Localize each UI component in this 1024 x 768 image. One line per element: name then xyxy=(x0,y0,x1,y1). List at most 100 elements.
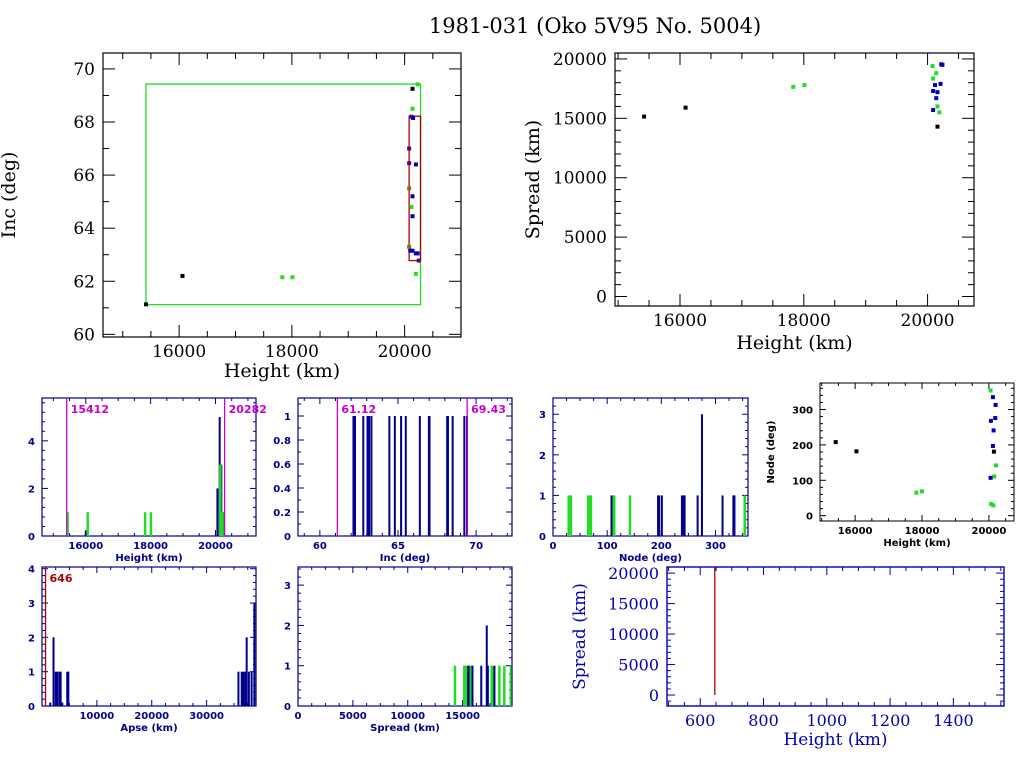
data-point xyxy=(934,96,939,101)
histogram-bar xyxy=(245,637,248,706)
plot-frame xyxy=(819,382,1015,522)
data-point xyxy=(990,395,995,400)
histogram-bar xyxy=(490,665,493,706)
histogram-bar xyxy=(511,665,512,706)
data-point xyxy=(833,440,838,445)
histogram-bar xyxy=(612,495,616,536)
histogram-bar xyxy=(240,671,243,706)
chart-spread-histogram: 0 5000 10000 15000 0 1 2 3 Spread (km) xyxy=(284,566,513,734)
data-point xyxy=(935,124,940,129)
histogram-bar xyxy=(404,416,407,536)
histogram-bar xyxy=(428,416,431,536)
y-tick-label: 62 xyxy=(73,272,95,292)
histogram-bar xyxy=(244,671,247,706)
x-tick-label: 18000 xyxy=(265,342,319,362)
data-point xyxy=(407,244,412,249)
histogram-bar xyxy=(216,488,219,536)
y-tick-label: 0.2 xyxy=(273,508,291,519)
data-point xyxy=(991,503,996,508)
data-point xyxy=(988,475,993,480)
histogram-bar xyxy=(680,495,683,536)
chart-spread-vs-height-low: 600 800 1000 1200 1400 0 5000 10000 15000 20000 He… xyxy=(570,564,1005,750)
y-tick-label: 1 xyxy=(539,491,546,502)
chart-inc-histogram: 60 65 70 0 0.2 0.4 0.6 0.8 1 Inc (deg) 61.12 69.43 xyxy=(273,397,513,564)
histogram-bar xyxy=(610,495,613,536)
histogram-bar xyxy=(589,495,593,536)
y-tick-label: 15000 xyxy=(608,595,659,614)
x-tick-label: 10000 xyxy=(79,711,114,722)
range-marker-label: 646 xyxy=(50,572,73,585)
y-tick-label: 20000 xyxy=(608,564,659,583)
data-point xyxy=(989,502,994,507)
chart-height-histogram: 16000 18000 20000 0 2 4 Height (km) 15412 20282 xyxy=(28,397,267,564)
histogram-bar xyxy=(354,416,357,536)
histogram-bar xyxy=(58,671,61,706)
y-tick-label: 2 xyxy=(28,484,35,495)
data-point xyxy=(415,82,420,87)
plot-frame xyxy=(614,52,975,307)
histogram-bar xyxy=(56,671,59,706)
plot-frame xyxy=(41,566,257,707)
histogram-bar xyxy=(368,416,371,536)
histogram-bar xyxy=(485,625,488,706)
x-axis-label: Spread (km) xyxy=(370,723,440,734)
histogram-bar xyxy=(362,416,365,536)
y-tick-label: 0 xyxy=(284,532,291,543)
data-point xyxy=(143,302,148,307)
data-point xyxy=(920,489,925,494)
x-tick-label: 15000 xyxy=(445,711,480,722)
x-tick-label: 0 xyxy=(550,541,557,552)
x-tick-label: 65 xyxy=(391,541,405,552)
range-marker-label: 15412 xyxy=(71,403,109,416)
x-axis-label: Height (km) xyxy=(224,360,340,382)
data-point xyxy=(938,81,943,86)
y-tick-label: 0 xyxy=(28,532,35,543)
y-tick-label: 0 xyxy=(649,686,659,705)
y-tick-label: 5000 xyxy=(618,656,659,675)
histogram-bar xyxy=(49,702,52,706)
x-axis-label: Height (km) xyxy=(736,332,852,354)
data-point xyxy=(413,271,418,276)
data-point xyxy=(290,275,295,280)
histogram-bar xyxy=(660,495,663,536)
histogram-bar xyxy=(250,671,253,706)
data-point xyxy=(991,428,996,433)
y-tick-label: 10000 xyxy=(608,625,659,644)
histogram-bar xyxy=(219,464,222,536)
x-tick-label: 18000 xyxy=(905,526,940,537)
x-tick-label: 1400 xyxy=(933,711,974,730)
data-point xyxy=(407,146,412,151)
y-tick-label: 0 xyxy=(28,702,35,713)
histogram-bar xyxy=(237,671,240,706)
histogram-bar xyxy=(446,416,449,536)
data-point xyxy=(410,248,415,253)
histogram-bar xyxy=(463,665,466,706)
histogram-bar xyxy=(67,671,70,706)
y-tick-label: 0 xyxy=(539,532,546,543)
y-tick-label: 3 xyxy=(284,581,291,592)
data-point xyxy=(988,388,993,393)
x-axis-label: Inc (deg) xyxy=(380,553,431,564)
x-tick-label: 20000 xyxy=(198,541,233,552)
histogram-bar xyxy=(400,416,403,536)
x-tick-label: 0 xyxy=(295,711,302,722)
histogram-bar xyxy=(683,495,686,536)
histogram-bar xyxy=(242,671,245,706)
y-tick-label: 5000 xyxy=(564,228,607,248)
x-tick-label: 70 xyxy=(469,541,483,552)
y-tick-label: 0 xyxy=(806,512,813,523)
range-marker-label: 20282 xyxy=(229,403,267,416)
plot-frame xyxy=(666,566,1005,707)
y-tick-label: 0 xyxy=(284,702,291,713)
y-tick-label: 70 xyxy=(73,60,95,80)
histogram-bar xyxy=(54,671,57,706)
plot-area xyxy=(49,603,256,706)
x-axis-label: Node (deg) xyxy=(619,553,682,564)
y-tick-label: 2 xyxy=(284,621,291,632)
y-tick-label: 66 xyxy=(73,166,95,186)
histogram-bar xyxy=(733,495,736,536)
y-tick-label: 300 xyxy=(792,406,813,417)
y-tick-label: 2 xyxy=(539,451,546,462)
data-point xyxy=(416,258,421,263)
y-tick-label: 1 xyxy=(28,668,35,679)
